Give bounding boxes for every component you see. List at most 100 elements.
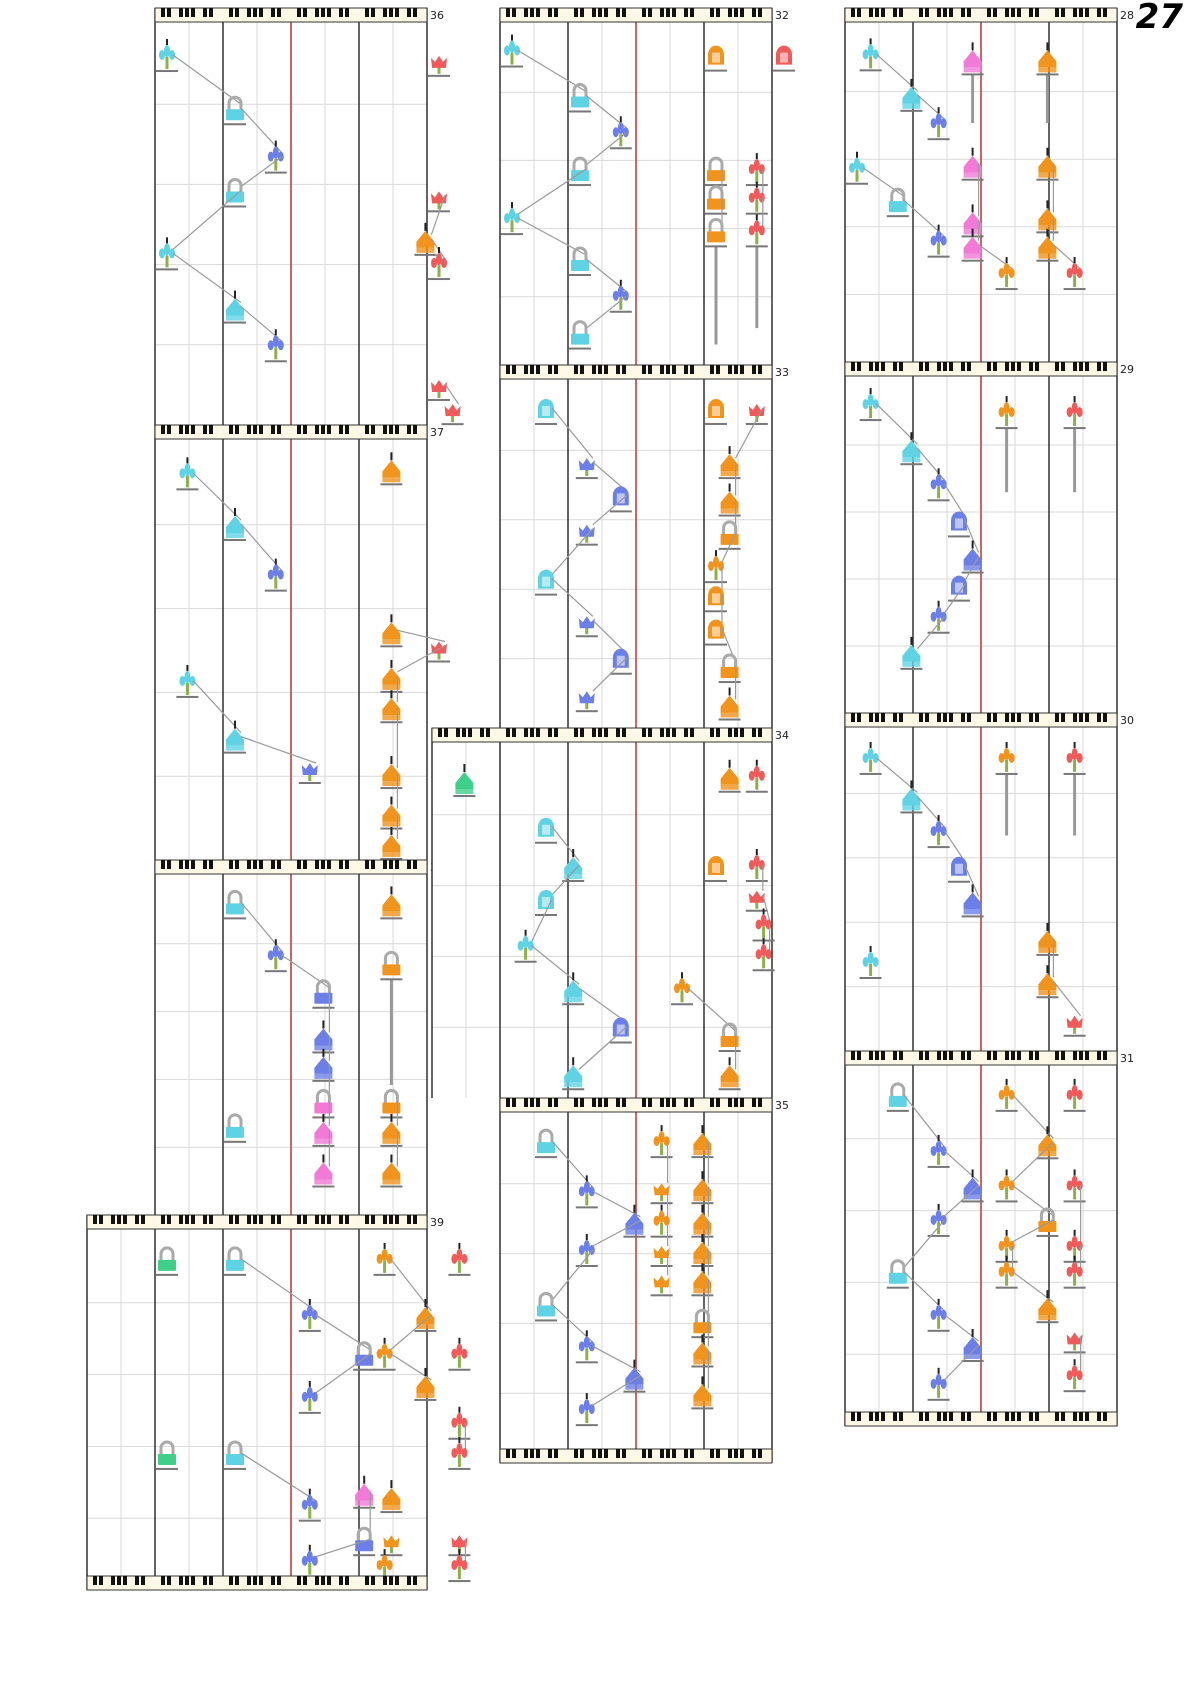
bell-icon <box>353 1475 376 1509</box>
bell-icon <box>1036 922 1059 956</box>
bell-icon <box>380 690 403 724</box>
hyacinth-icon <box>1063 1255 1086 1289</box>
hyacinth-icon <box>298 1380 321 1414</box>
hyacinth-icon <box>995 1078 1018 1112</box>
flower-bud-icon <box>156 237 178 271</box>
hyacinth-icon <box>373 1549 396 1583</box>
connector-line <box>592 1375 641 1406</box>
tulip-icon <box>650 1246 673 1267</box>
connector-line <box>240 1258 317 1312</box>
hyacinth-icon <box>752 938 775 972</box>
tulip-icon <box>441 404 464 426</box>
hyacinth-icon <box>927 468 950 502</box>
flower-bud-icon <box>428 247 450 281</box>
hyacinth-icon <box>514 929 537 963</box>
bell-icon <box>1036 965 1059 999</box>
tulip-icon <box>380 1535 403 1557</box>
hyacinth-icon <box>298 1544 321 1578</box>
fan-icon <box>609 648 632 675</box>
connector-line <box>964 556 980 581</box>
hyacinth-icon <box>448 1406 471 1440</box>
connector-line <box>531 898 553 943</box>
measure-system: 31 <box>844 1050 1134 1427</box>
bell-icon <box>900 636 923 670</box>
connector-line <box>592 1220 641 1247</box>
tulip-icon <box>1063 1332 1086 1354</box>
connector-line <box>551 578 594 617</box>
connector-line <box>944 484 966 517</box>
flower-bud-icon <box>501 202 523 236</box>
lock-icon <box>886 1082 909 1112</box>
bell-icon <box>380 886 403 920</box>
bell-icon <box>224 290 246 324</box>
lock-icon <box>156 1246 178 1276</box>
hyacinth-icon <box>298 1298 321 1332</box>
lock-icon <box>718 1022 741 1052</box>
hyacinth-icon <box>448 1337 471 1371</box>
fan-icon <box>705 398 727 425</box>
connector-line <box>240 1452 317 1502</box>
bell-icon <box>224 508 246 541</box>
tulip-icon <box>650 1275 673 1297</box>
hyacinth-icon <box>448 1436 471 1470</box>
connector-line <box>585 131 628 166</box>
connector-line <box>430 195 446 236</box>
measure-system: 34 <box>431 727 789 1098</box>
tulip-icon <box>575 458 598 480</box>
measure-system: 39 <box>86 1214 471 1591</box>
bell-icon <box>691 1334 714 1368</box>
connector-line <box>397 644 446 673</box>
measure-number: 36 <box>430 9 444 22</box>
tulip-icon <box>575 524 598 546</box>
hyacinth-icon <box>373 1337 396 1371</box>
fan-icon <box>705 45 727 72</box>
connector-line <box>916 616 946 650</box>
bell-icon <box>562 1057 585 1091</box>
hyacinth-icon <box>927 600 950 634</box>
lock-icon <box>886 187 909 218</box>
connector-line <box>172 190 242 250</box>
lock-icon <box>1036 1207 1059 1237</box>
flower-bud-icon <box>501 34 523 68</box>
connector-line <box>1052 980 1082 1017</box>
connector-line <box>172 252 242 304</box>
connector-line <box>721 532 737 563</box>
connector-line <box>592 1345 641 1373</box>
hyacinth-icon <box>995 257 1018 291</box>
bell-icon <box>961 42 984 76</box>
connector-line <box>551 1249 594 1301</box>
connector-line <box>903 1219 946 1269</box>
hyacinth-icon <box>1063 1078 1086 1112</box>
connector-line <box>585 295 628 330</box>
tulip-icon <box>1063 1015 1086 1037</box>
flower-bud-icon <box>859 946 882 979</box>
hyacinth-icon <box>448 1549 471 1583</box>
bell-icon <box>1036 42 1059 76</box>
bell-icon <box>380 756 403 790</box>
measure-number: 37 <box>430 426 444 439</box>
flower-bud-icon <box>705 550 727 584</box>
connector-line <box>397 629 446 643</box>
lock-icon <box>569 156 591 187</box>
bell-icon <box>623 1359 646 1393</box>
hyacinth-icon <box>927 224 950 258</box>
measure-system: 37 <box>154 424 450 860</box>
lock-icon <box>705 217 727 248</box>
bell-icon <box>718 687 741 721</box>
hyacinth-icon <box>995 741 1018 775</box>
bell-icon <box>718 1057 741 1091</box>
tulip-icon <box>745 403 768 425</box>
connector-line <box>517 168 587 215</box>
connector-line <box>315 1353 371 1394</box>
tulip-icon <box>575 616 598 638</box>
bell-icon <box>312 1113 335 1147</box>
bell-icon <box>224 720 246 754</box>
tulip-icon <box>575 691 598 713</box>
connector-line <box>531 945 580 985</box>
connector-line <box>390 1314 432 1351</box>
connector-line <box>240 156 283 187</box>
connector-line <box>944 830 966 863</box>
connector-line <box>592 657 628 692</box>
hyacinth-icon <box>298 1488 321 1522</box>
hyacinth-icon <box>745 759 768 793</box>
